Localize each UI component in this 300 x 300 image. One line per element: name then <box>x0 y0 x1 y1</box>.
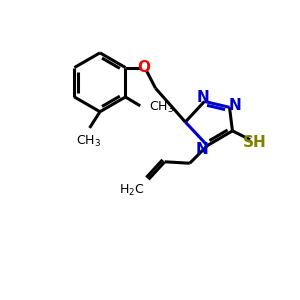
Text: N: N <box>196 90 209 105</box>
Text: CH$_3$: CH$_3$ <box>76 134 101 149</box>
Text: H$_2$C: H$_2$C <box>119 183 145 198</box>
Text: N: N <box>228 98 241 113</box>
Text: SH: SH <box>243 135 266 150</box>
Text: CH$_3$: CH$_3$ <box>149 100 174 115</box>
Text: N: N <box>196 142 208 157</box>
Text: O: O <box>137 60 150 75</box>
